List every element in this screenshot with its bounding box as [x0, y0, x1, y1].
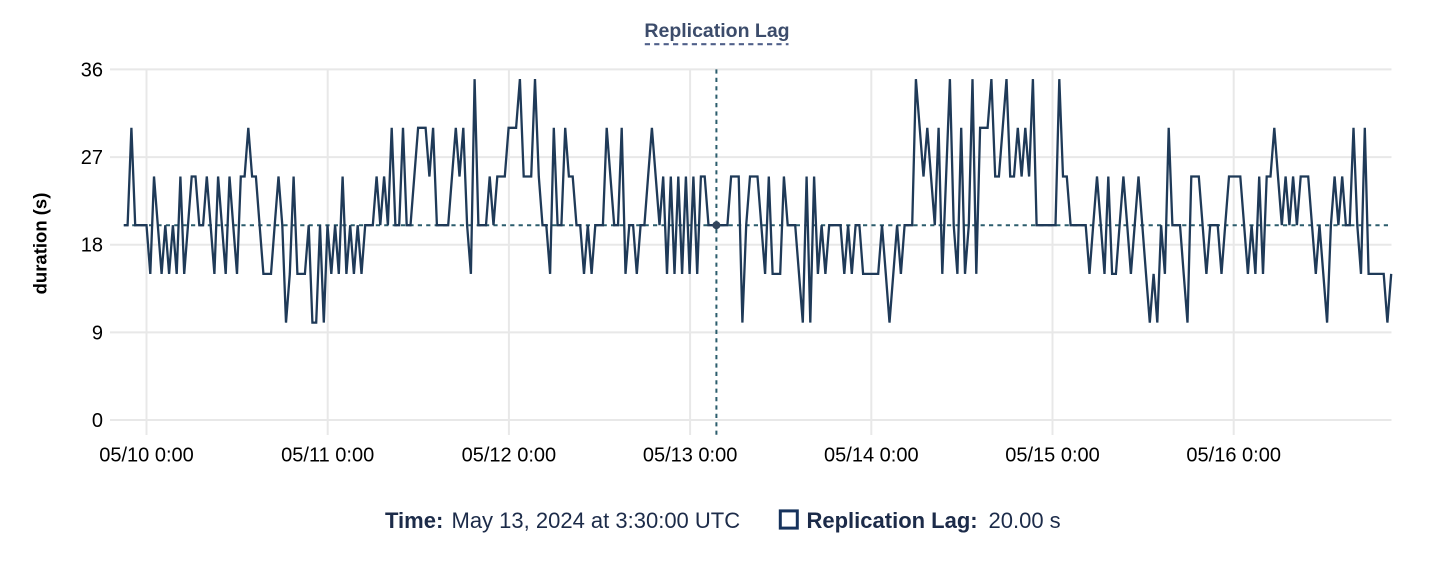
svg-text:05/16 0:00: 05/16 0:00	[1186, 445, 1281, 467]
svg-text:9: 9	[92, 322, 103, 344]
svg-text:Replication Lag: Replication Lag	[644, 20, 789, 42]
svg-text:20.00 s: 20.00 s	[989, 508, 1061, 533]
svg-text:05/11 0:00: 05/11 0:00	[281, 445, 374, 467]
svg-text:05/12 0:00: 05/12 0:00	[462, 445, 557, 467]
svg-text:Replication Lag:: Replication Lag:	[807, 508, 978, 533]
svg-text:05/10 0:00: 05/10 0:00	[99, 445, 194, 467]
svg-text:27: 27	[81, 147, 103, 169]
svg-text:duration (s): duration (s)	[30, 193, 51, 295]
svg-text:05/14 0:00: 05/14 0:00	[824, 445, 919, 467]
svg-text:05/13 0:00: 05/13 0:00	[643, 445, 738, 467]
svg-text:05/15 0:00: 05/15 0:00	[1005, 445, 1100, 467]
svg-text:Time:: Time:	[385, 508, 443, 533]
svg-text:0: 0	[92, 410, 103, 432]
svg-text:18: 18	[81, 235, 103, 257]
svg-text:May 13, 2024 at 3:30:00 UTC: May 13, 2024 at 3:30:00 UTC	[452, 508, 741, 533]
svg-text:36: 36	[81, 59, 103, 81]
